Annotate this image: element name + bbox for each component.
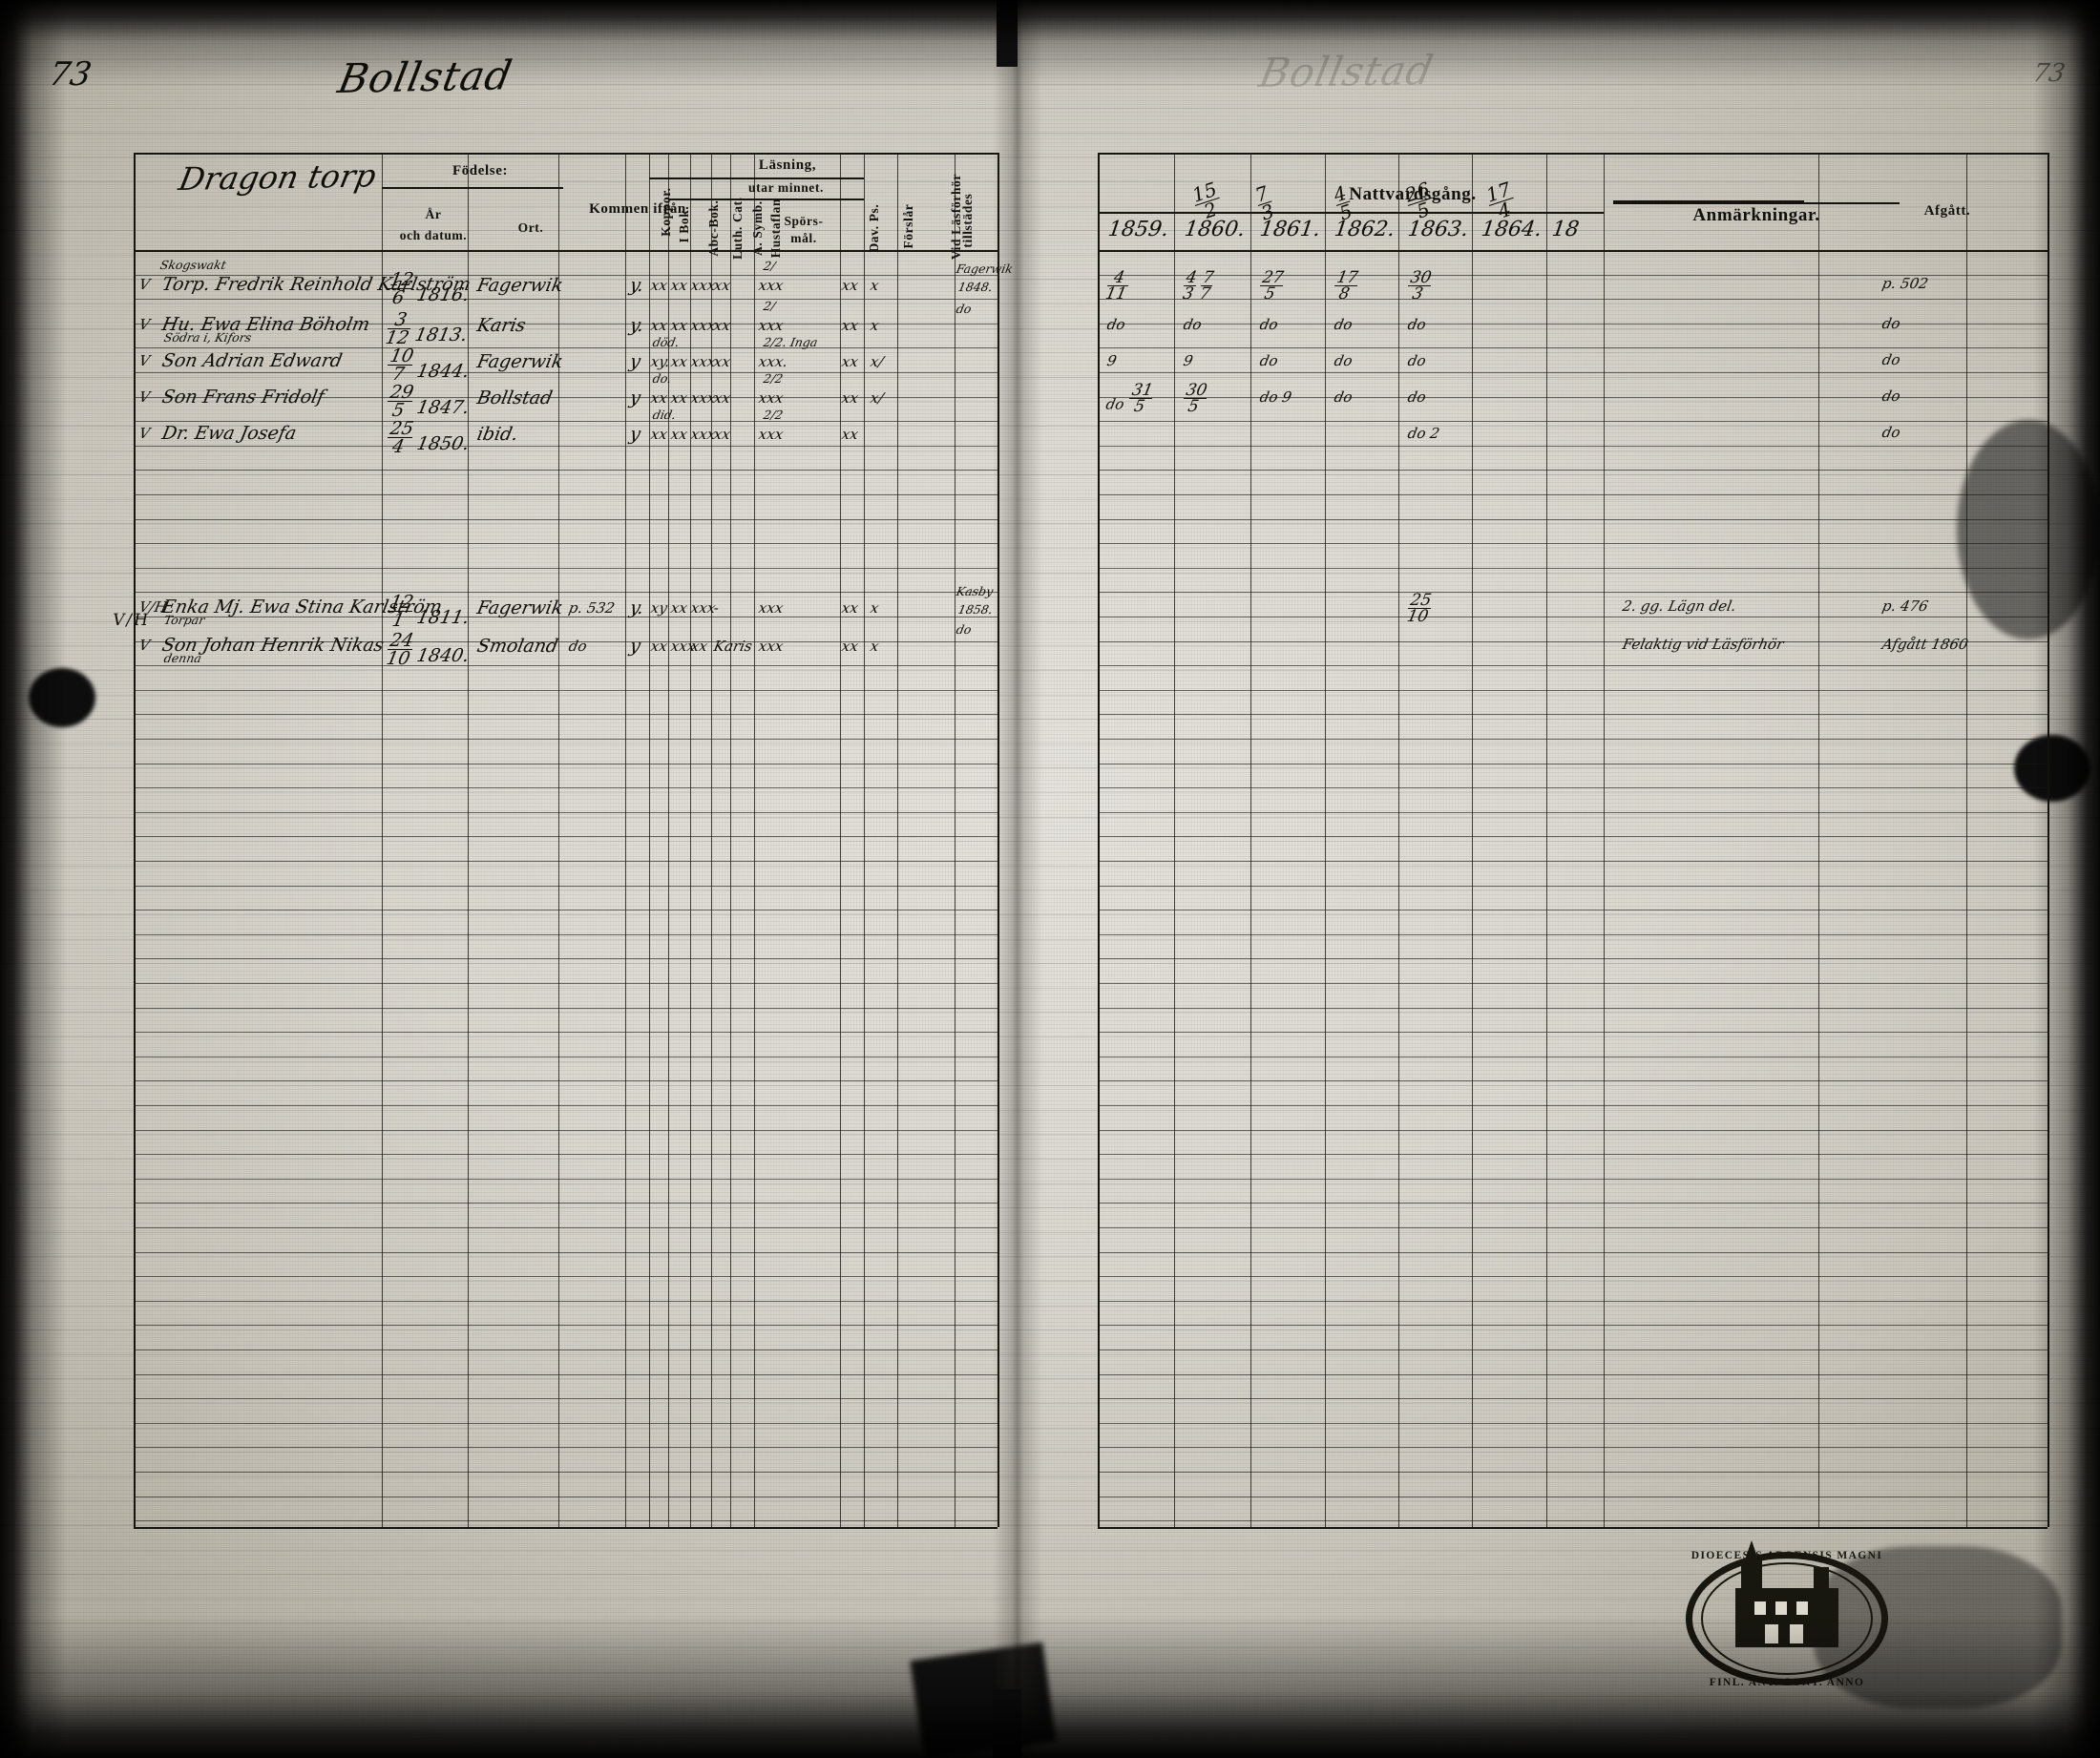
estate-title-bleedthrough: Bollstad: [1255, 46, 1438, 97]
header-a-symb: A. Symb.: [749, 200, 765, 256]
header-lasforhor-2: tillstädes: [959, 193, 975, 248]
estate-title: Bollstad: [334, 52, 517, 103]
page-number-left: 73: [46, 55, 94, 94]
header-abc-bok: Abc-Bok.: [705, 199, 721, 257]
header-luth-cat: Luth. Cat.: [729, 197, 745, 260]
gutter-top-shadow: [997, 0, 1018, 67]
year-column-1: 1860.: [1183, 218, 1247, 241]
paper-damage: [2014, 735, 2090, 802]
header-koppor: Koppor.: [658, 187, 673, 237]
archive-seal-stamp: DIOECESIS ABOENSIS MAGNI FINL. ANT. CONT…: [1686, 1540, 1888, 1688]
header-sporsmal-1: Spörs-: [784, 214, 824, 228]
paper-shadow: [1957, 420, 2100, 639]
header-dav-ps: Dav. Ps.: [866, 203, 881, 253]
seal-bottom-text: FINL. ANT. CONT. ANNO: [1709, 1677, 1865, 1688]
page-number-right: 73: [2030, 59, 2068, 88]
paper-damage: [29, 668, 95, 727]
gutter-bottom-shadow: [993, 1689, 1021, 1758]
header-lasning: Läsning,: [758, 157, 817, 173]
year-column-5: 1864.: [1480, 218, 1544, 241]
header-i-bok: I Bok.: [676, 205, 691, 243]
book-gutter: [993, 0, 1042, 1758]
header-forslar: Förslår: [900, 203, 915, 249]
header-anmarkningar: Anmärkningar.: [1613, 202, 1900, 225]
header-birth-place: Ort.: [517, 220, 544, 235]
seal-top-text: DIOECESIS ABOENSIS MAGNI: [1690, 1550, 1883, 1561]
header-sporsmal-2: mål.: [790, 231, 817, 245]
header-afgatt: Afgått.: [1923, 203, 1971, 219]
header-birth-year: År: [425, 207, 442, 221]
header-birth-year-2: och datum.: [399, 228, 468, 242]
year-column-0: 1859.: [1106, 218, 1170, 241]
header-fodelse: Födelse:: [452, 163, 509, 178]
section-title-dragon-torp: Dragon torp: [176, 157, 380, 198]
year-column-6: 18: [1550, 218, 1581, 241]
